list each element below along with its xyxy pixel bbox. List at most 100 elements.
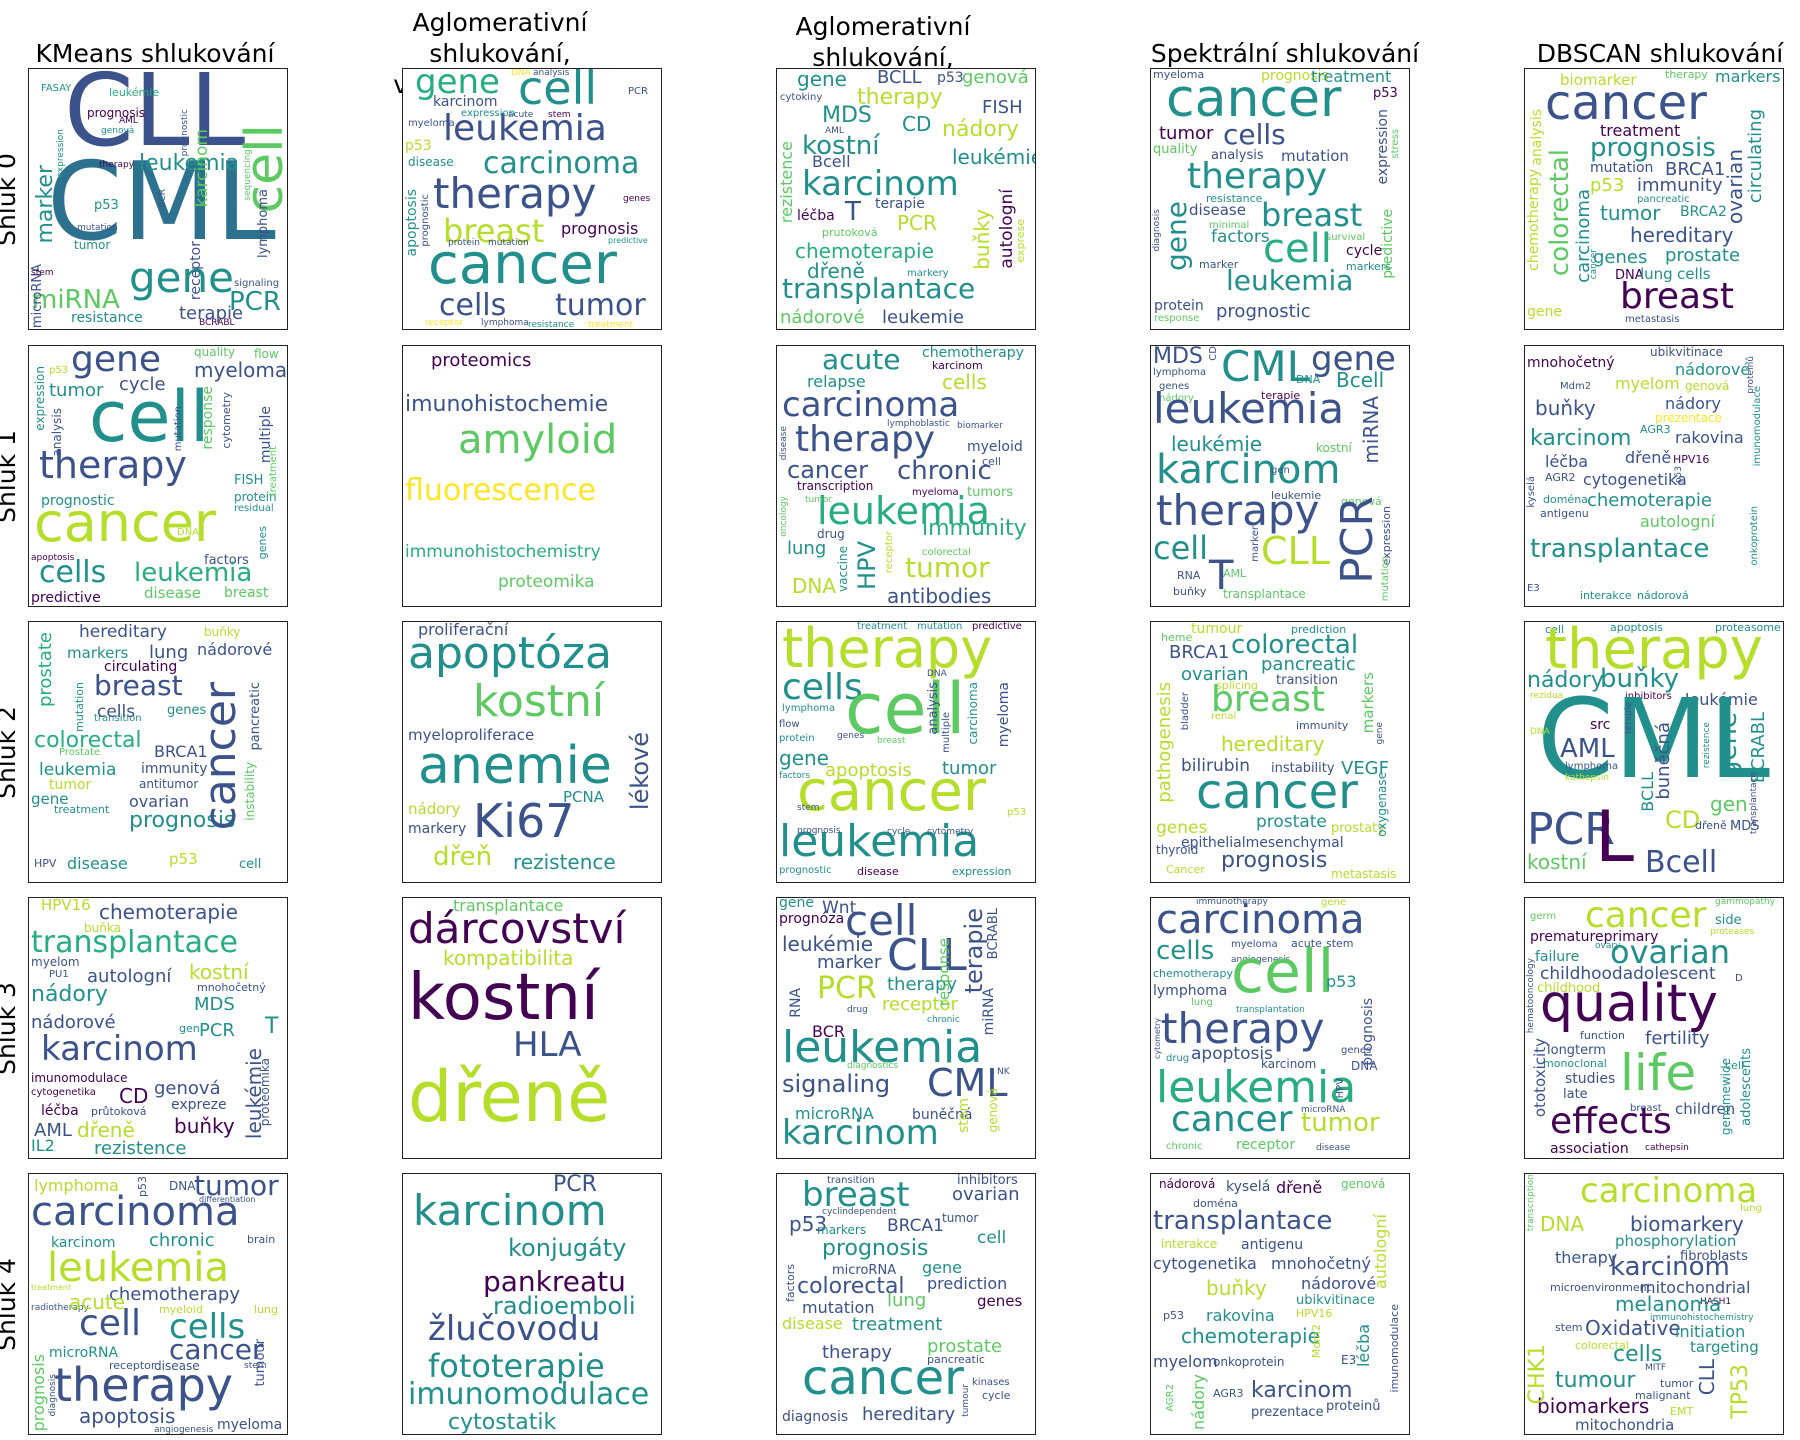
cloud-word: rezistence (777, 141, 796, 224)
cloud-word: expreze (171, 1097, 227, 1113)
cloud-word: therapy (1161, 1004, 1325, 1053)
cloud-word: colorectal (1575, 1339, 1629, 1352)
cloud-word: buňky (1173, 585, 1207, 598)
cloud-word: disease (67, 854, 128, 873)
cloud-word: therapy (99, 160, 135, 170)
cloud-word: proliferační (418, 621, 509, 639)
cloud-word: Mdm2 (1310, 1324, 1323, 1359)
wordcloud-spectral-cluster-3: immunotherapy gene carcinoma cells myeloma ac… (1150, 897, 1410, 1159)
cloud-word: CD (119, 1084, 149, 1108)
cloud-word: T (845, 197, 861, 227)
cloud-word: rezistence (513, 850, 616, 874)
cloud-word: cells (942, 370, 987, 394)
cloud-word: biomarkers (1537, 1394, 1650, 1418)
cloud-word: cancer (195, 682, 246, 831)
wordcloud-agglomerative-average-cluster-0: gene cell leukemia carcinoma therapy breast ca… (402, 68, 662, 330)
cloud-word: terapie (179, 303, 244, 324)
cloud-word: angiogenesis (1231, 955, 1291, 965)
cloud-word: factors (1211, 227, 1270, 247)
cloud-word: carcinoma (966, 682, 980, 745)
cloud-word: p53 (49, 365, 69, 376)
cloud-word: AGR3 (1640, 423, 1671, 436)
cloud-word: AML (825, 126, 844, 136)
cloud-word: pancreatic (248, 682, 263, 751)
cloud-word: MDS (822, 103, 872, 128)
cloud-word: buňky (204, 625, 241, 639)
cloud-word: transition (1276, 673, 1338, 688)
cloud-word: microRNA (1301, 1105, 1346, 1115)
cloud-word: kostní (1316, 441, 1352, 455)
cloud-word: monoclonal (1543, 1057, 1607, 1070)
cloud-word: breast (94, 669, 183, 702)
cloud-word: hereditary (1630, 223, 1734, 247)
cloud-word: biomarkery (1630, 1212, 1744, 1236)
cloud-word: resistance (1206, 192, 1263, 205)
cloud-word: karcinom (1156, 447, 1341, 493)
cloud-word: drug (847, 1005, 868, 1015)
wordcloud-agglomerative-average-cluster-4: PCR karcinom konjugáty pankreatu radioemboli… (402, 1173, 662, 1435)
cloud-word: dřeně (1625, 448, 1672, 467)
cloud-word: gene (1375, 722, 1385, 745)
cloud-word: Cancer (1166, 863, 1205, 876)
cloud-word: p53 (405, 138, 432, 154)
cloud-word: lung (787, 538, 827, 559)
cloud-word: MITF (1645, 1363, 1667, 1373)
cloud-word: rezistence (94, 1138, 187, 1159)
cloud-word: cycle (1346, 243, 1383, 259)
cloud-word: genová (962, 68, 1029, 88)
wordcloud-spectral-cluster-2: heme tumour prediction colorectal BRCA1 pancr… (1150, 621, 1410, 883)
cloud-word: mutation (77, 223, 118, 233)
cloud-word: therapy (795, 419, 936, 460)
cloud-word: kostní (189, 960, 249, 984)
cloud-word: markery (408, 821, 467, 837)
cloud-word: markery (907, 268, 949, 279)
cloud-word: cytometry (1153, 1018, 1162, 1060)
cloud-word: ovarian (952, 1184, 1020, 1205)
cloud-word: BRCA1 (1665, 159, 1726, 180)
cloud-word: Ki67 (473, 794, 575, 848)
cloud-word: BRCA2 (1680, 204, 1727, 220)
cloud-word: chronic (927, 1015, 960, 1025)
cloud-word: apoptosis (79, 1404, 176, 1428)
wordcloud-agglomerative-ward-cluster-2: treatment mutation predictive therapy cells D… (776, 621, 1036, 883)
cloud-word: L (1595, 796, 1634, 878)
cloud-word: cancer (797, 759, 986, 824)
cloud-word: brain (247, 1233, 276, 1246)
cloud-word: gene (71, 345, 161, 380)
column-title-kmeans: KMeans shlukování (35, 39, 275, 68)
cloud-word: quality (194, 345, 236, 359)
cloud-word: lung (254, 1303, 278, 1316)
cloud-word: cytometry (927, 827, 974, 837)
cloud-word: gene (1321, 897, 1346, 908)
cloud-word: mutation (488, 238, 529, 248)
cloud-word: targeting (1690, 1338, 1759, 1356)
cloud-word: marker (1199, 258, 1239, 271)
cloud-word: analysis (1529, 109, 1545, 166)
cloud-word: longterm (1547, 1043, 1606, 1058)
cloud-word: tumor (1660, 1377, 1694, 1390)
cloud-word: buněčná (1653, 722, 1674, 800)
cloud-word: gene (1160, 201, 1193, 271)
wordcloud-kmeans-cluster-3: HPV16 chemoterapie buňka transplantace myelo… (28, 897, 288, 1159)
cloud-word: prostate (927, 1336, 1003, 1357)
cloud-word: germ (1530, 911, 1557, 922)
cloud-word: buňky (970, 209, 994, 270)
cloud-word: tumor (555, 288, 646, 323)
cloud-word: chemoterapie (795, 239, 934, 263)
cloud-word: prognosis (561, 219, 639, 238)
cloud-word: kompatibilita (443, 946, 574, 970)
cloud-word: transplantace (1530, 534, 1710, 564)
cloud-word: gene (129, 253, 234, 302)
cloud-word: dřeně (1276, 1178, 1323, 1197)
cloud-word: leukemia (1153, 384, 1345, 433)
cloud-word: treatment (1311, 68, 1392, 86)
cloud-word: markers (1715, 68, 1781, 86)
cloud-word: breast (1261, 196, 1363, 234)
cloud-word: myeloid (967, 439, 1023, 455)
cloud-word: konjugáty (508, 1234, 627, 1262)
cloud-word: lung (887, 1290, 927, 1311)
cloud-word: therapy (39, 443, 187, 487)
cloud-word: karcinom (41, 1029, 198, 1069)
cloud-word: DNA (1351, 1059, 1378, 1073)
cloud-word: léčba (41, 1103, 79, 1119)
